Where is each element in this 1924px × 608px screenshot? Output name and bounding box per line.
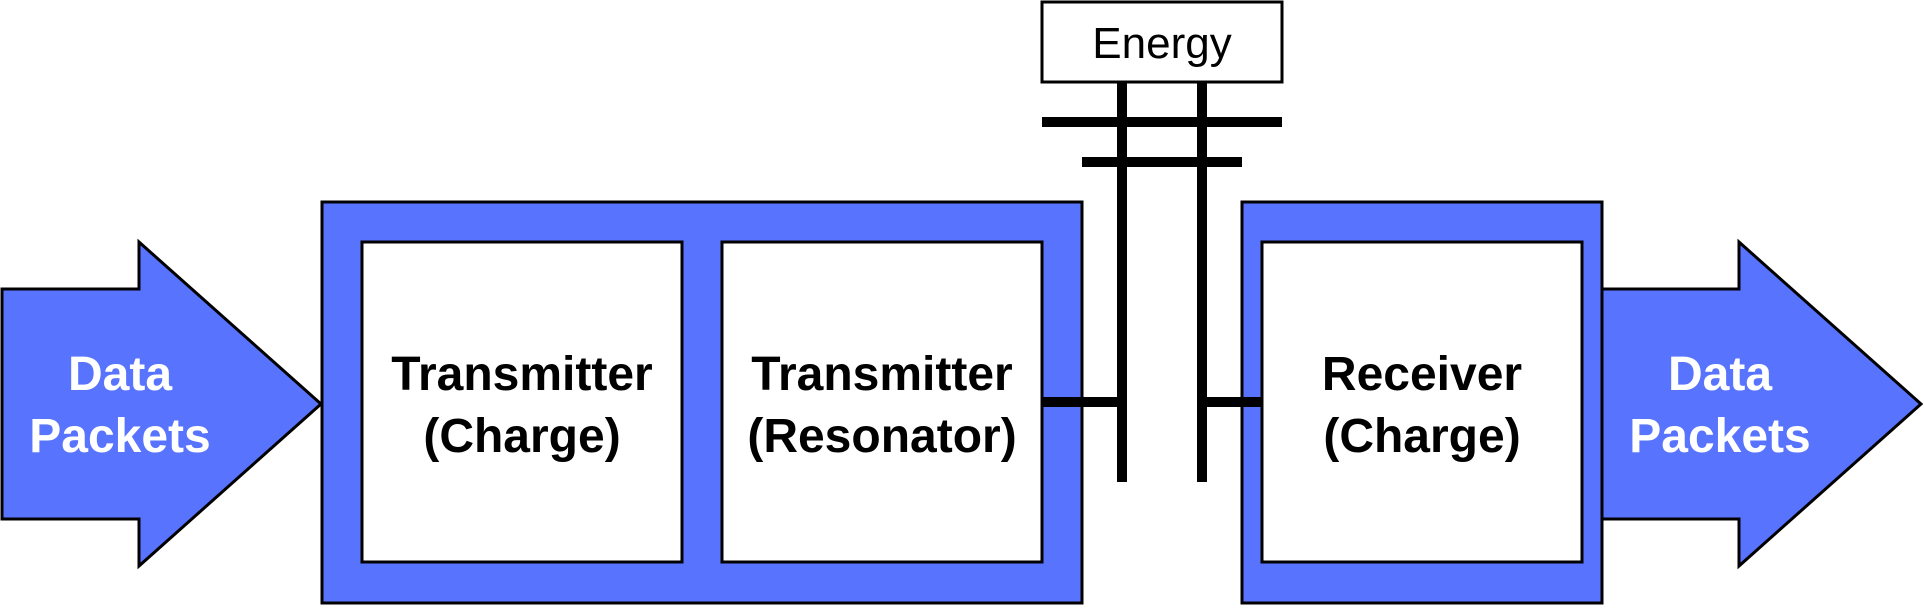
transmitter-resonator-label-line2: (Resonator) [747, 410, 1016, 463]
output-arrow-label-line1: Data [1668, 348, 1772, 401]
energy-label: Energy [1092, 19, 1231, 68]
output-arrow: Data Packets [1600, 238, 1924, 570]
coupling-antenna [1042, 82, 1282, 482]
input-arrow-label-line1: Data [68, 348, 172, 401]
transmitter-resonator-box [720, 240, 1044, 564]
transmitter-charge-block: Transmitter (Charge) [360, 240, 684, 564]
input-arrow: Data Packets [0, 238, 324, 570]
transmitter-charge-label-line1: Transmitter [391, 348, 652, 401]
output-arrow-shape [1600, 238, 1924, 570]
transmitter-resonator-label-line1: Transmitter [751, 348, 1012, 401]
transmitter-charge-box [360, 240, 684, 564]
receiver-charge-label-line1: Receiver [1322, 348, 1522, 401]
energy-label-box [1040, 0, 1284, 84]
receiver-charge-label-line2: (Charge) [1323, 410, 1520, 463]
receiver-charge-block: Receiver (Charge) [1260, 240, 1584, 564]
input-arrow-shape [0, 238, 324, 570]
transmitter-resonator-block: Transmitter (Resonator) [720, 240, 1044, 564]
output-arrow-label-line2: Packets [1629, 410, 1810, 463]
receiver-charge-box [1260, 240, 1584, 564]
input-arrow-label-line2: Packets [29, 410, 210, 463]
transmitter-charge-label-line2: (Charge) [423, 410, 620, 463]
energy-box: Energy [1040, 0, 1284, 84]
